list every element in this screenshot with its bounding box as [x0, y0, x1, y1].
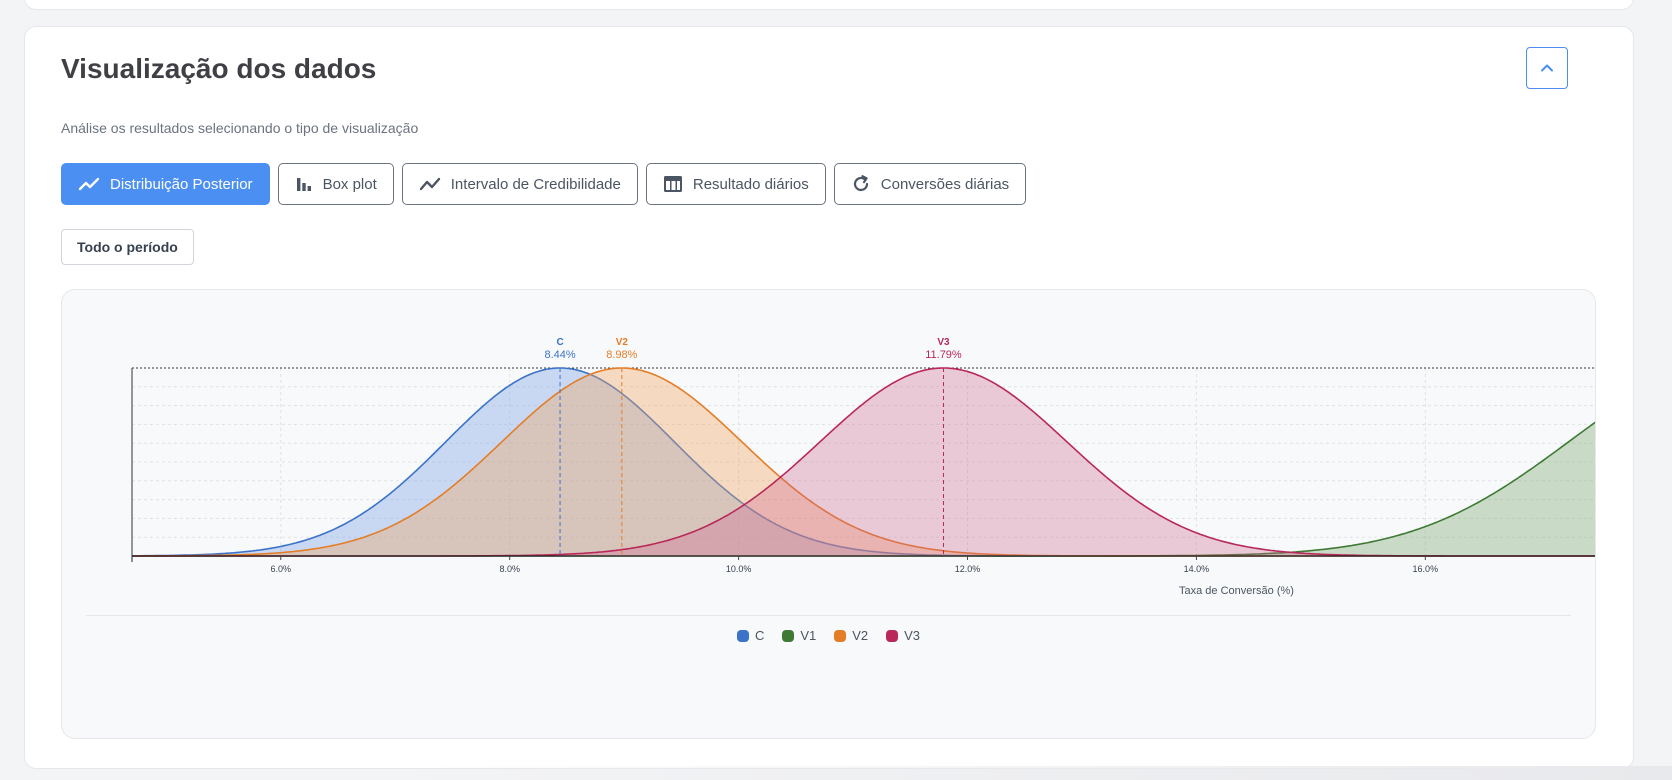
x-tick-label: 16.0% — [1413, 564, 1439, 574]
refresh-icon — [853, 175, 868, 192]
area-V2 — [132, 368, 1595, 556]
data-visualization-card: Visualização dos dados Análise os result… — [24, 26, 1634, 769]
x-tick-label: 12.0% — [955, 564, 981, 574]
legend-swatch — [736, 629, 749, 642]
legend-label: C — [754, 628, 765, 643]
legend-item-C[interactable]: C — [736, 628, 765, 643]
area-C — [132, 368, 1595, 556]
legend-label: V3 — [904, 628, 921, 643]
area-V3 — [132, 368, 1595, 556]
tab-credibility-interval[interactable]: Intervalo de Credibilidade — [401, 163, 638, 205]
period-filter-button[interactable]: Todo o período — [61, 229, 194, 265]
legend-item-V1[interactable]: V1 — [782, 628, 816, 643]
legend-swatch — [886, 629, 899, 642]
tab-label: Conversões diárias — [880, 175, 1010, 193]
tab-daily-conversions[interactable]: Conversões diárias — [833, 163, 1027, 205]
legend-label: V1 — [800, 628, 817, 643]
mean-series-label-V2: V2 — [616, 337, 629, 348]
tab-label: Box plot — [322, 175, 377, 193]
x-axis-label: Taxa de Conversão (%) — [1179, 585, 1294, 597]
section-title: Visualização dos dados — [61, 53, 377, 84]
mean-series-label-V3: V3 — [937, 337, 950, 348]
chart-panel: C 8.44% V2 8.98% V3 11.79% 6.0% 8.0% 10.0% 12.0% 1… — [61, 289, 1596, 739]
collapse-button[interactable] — [1526, 47, 1568, 89]
tab-label: Intervalo de Credibilidade — [450, 175, 621, 193]
tab-label: Resultado diários — [692, 175, 809, 193]
bottom-shadow — [350, 766, 1672, 780]
tab-posterior-distribution[interactable]: Distribuição Posterior — [61, 163, 270, 205]
x-tick-label: 10.0% — [726, 564, 752, 574]
previous-card — [24, 0, 1634, 10]
section-subtitle: Análise os resultados selecionando o tip… — [61, 120, 419, 136]
bar-chart-icon — [296, 178, 311, 191]
mean-value-label-V3: 11.79% — [925, 349, 962, 361]
x-tick-label: 8.0% — [499, 564, 520, 574]
table-icon — [663, 176, 682, 192]
legend-swatch — [782, 629, 795, 642]
legend-item-V2[interactable]: V2 — [834, 628, 868, 643]
x-tick-label: 14.0% — [1184, 564, 1210, 574]
trending-line-icon — [78, 177, 100, 191]
mean-series-label-C: C — [556, 337, 563, 348]
tab-daily-results[interactable]: Resultado diários — [645, 163, 826, 205]
legend-swatch — [834, 629, 847, 642]
tab-label: Distribuição Posterior — [110, 175, 253, 193]
legend-item-V3[interactable]: V3 — [886, 628, 920, 643]
mean-value-label-V2: 8.98% — [606, 349, 637, 361]
legend-label: V2 — [852, 628, 869, 643]
mean-value-label-C: 8.44% — [544, 349, 575, 361]
visualization-tabs: Distribuição Posterior Box plot Interval… — [61, 163, 1027, 205]
chevron-up-icon — [1541, 64, 1553, 72]
legend-divider — [86, 615, 1571, 616]
line-chart-icon — [419, 177, 440, 191]
chart-legend: C V1 V2 V3 — [62, 628, 1595, 643]
tab-box-plot[interactable]: Box plot — [277, 163, 394, 205]
area-V1 — [132, 422, 1595, 556]
x-tick-label: 6.0% — [271, 564, 292, 574]
